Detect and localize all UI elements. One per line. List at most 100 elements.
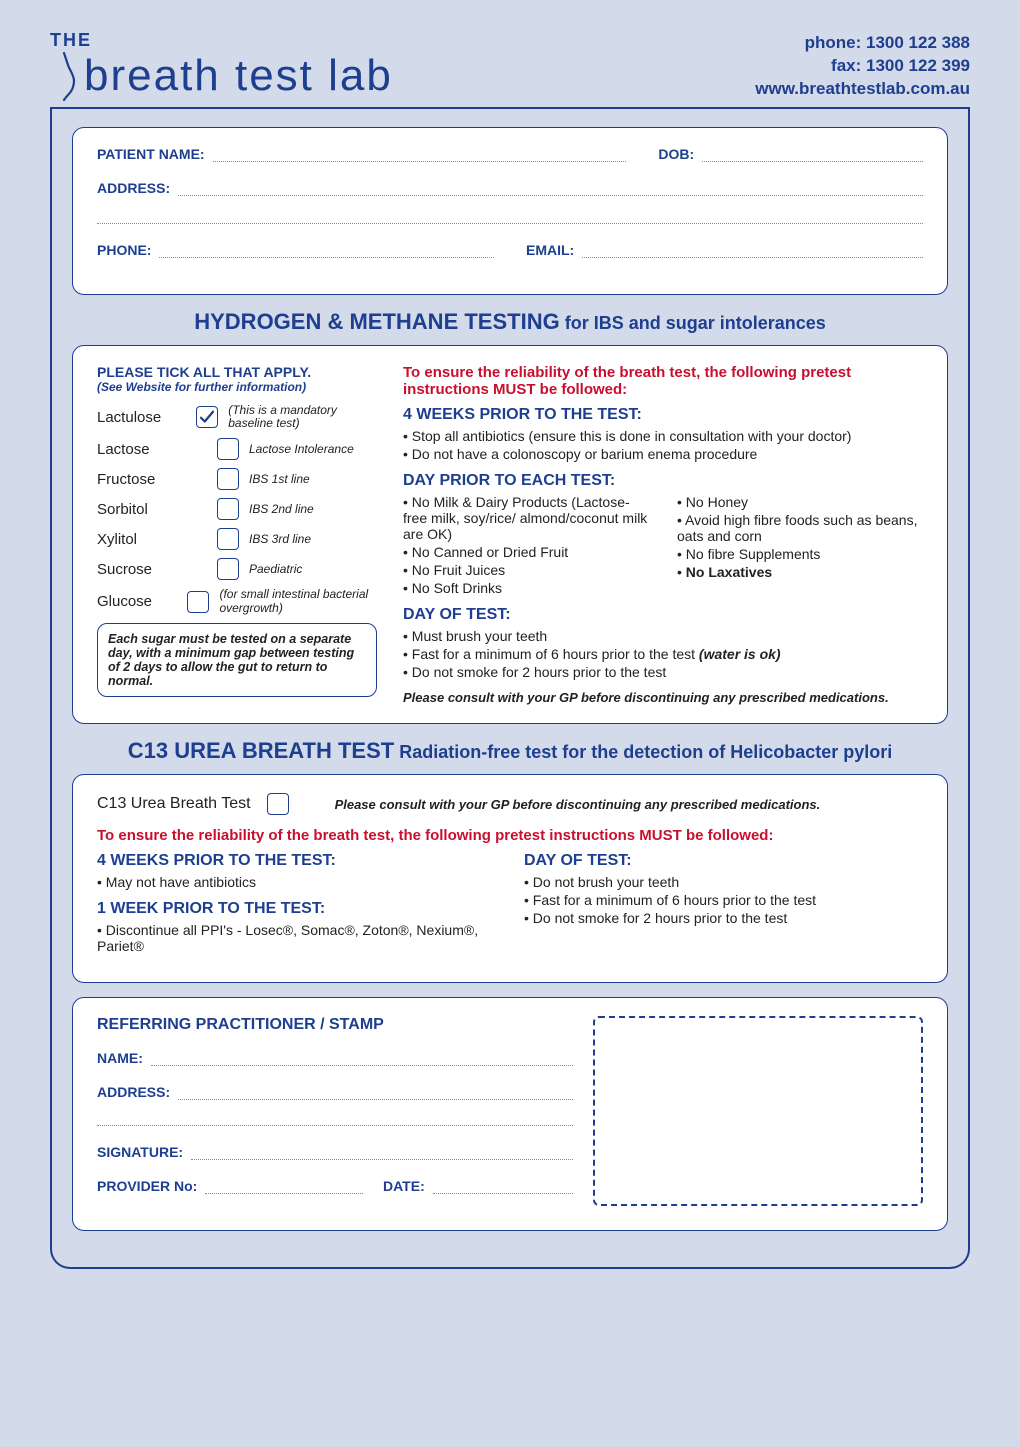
patient-address-input-2[interactable] — [97, 210, 923, 224]
referrer-date-input[interactable] — [433, 1180, 573, 1194]
stamp-box[interactable] — [593, 1016, 923, 1206]
hmt-title: HYDROGEN & METHANE TESTING for IBS and s… — [72, 309, 948, 335]
hmt-dayof-list: Must brush your teeth Fast for a minimum… — [403, 628, 923, 680]
referrer-provider-input[interactable] — [205, 1180, 363, 1194]
patient-panel: PATIENT NAME: DOB: ADDRESS: PHONE: EMAIL… — [72, 127, 948, 295]
test-row-sucrose: Sucrose Paediatric — [97, 558, 377, 580]
test-name: Lactulose — [97, 409, 186, 426]
patient-phone-input[interactable] — [159, 244, 494, 258]
referrer-name-label: NAME: — [97, 1050, 143, 1066]
c13-check-label: C13 Urea Breath Test — [97, 795, 251, 813]
test-note: (This is a mandatory baseline test) — [228, 404, 377, 430]
test-name: Glucose — [97, 593, 177, 610]
test-checkbox-lactose[interactable] — [217, 438, 239, 460]
hmt-dayof-2: Fast for a minimum of 6 hours prior to t… — [403, 646, 923, 662]
test-note: IBS 3rd line — [249, 533, 311, 546]
c13-title: C13 UREA BREATH TEST Radiation-free test… — [72, 738, 948, 764]
patient-phone-label: PHONE: — [97, 242, 151, 258]
hmt-left-column: PLEASE TICK ALL THAT APPLY. (See Website… — [97, 364, 377, 705]
test-note: (for small intestinal bacterial overgrow… — [219, 588, 377, 614]
c13-1week-h: 1 WEEK PRIOR TO THE TEST: — [97, 900, 496, 918]
patient-address-label: ADDRESS: — [97, 180, 170, 196]
referrer-address-input[interactable] — [178, 1086, 573, 1100]
c13-1week-list: Discontinue all PPI's - Losec®, Somac®, … — [97, 922, 496, 954]
test-name: Lactose — [97, 441, 207, 458]
test-checkbox-xylitol[interactable] — [217, 528, 239, 550]
hmt-title-sub: for IBS and sugar intolerances — [560, 313, 826, 333]
patient-dob-input[interactable] — [702, 148, 923, 162]
test-note: IBS 2nd line — [249, 503, 314, 516]
test-row-xylitol: Xylitol IBS 3rd line — [97, 528, 377, 550]
test-row-lactose: Lactose Lactose Intolerance — [97, 438, 377, 460]
patient-email-input[interactable] — [582, 244, 923, 258]
logo-text: THE breath test lab — [50, 30, 393, 101]
referrer-date-label: DATE: — [383, 1178, 425, 1194]
hmt-dayof-3: Do not smoke for 2 hours prior to the te… — [403, 664, 923, 680]
hmt-dayprior-h: DAY PRIOR TO EACH TEST: — [403, 472, 923, 490]
patient-dob-label: DOB: — [658, 146, 694, 162]
c13-title-sub: Radiation-free test for the detection of… — [394, 742, 892, 762]
page-header: THE breath test lab phone: 1300 122 388 … — [50, 30, 970, 101]
hmt-dayof-h: DAY OF TEST: — [403, 606, 923, 624]
c13-pretest-intro: To ensure the reliability of the breath … — [97, 827, 923, 844]
referrer-name-input[interactable] — [151, 1052, 573, 1066]
c13-4weeks-list: May not have antibiotics — [97, 874, 496, 890]
test-note: Lactose Intolerance — [249, 443, 354, 456]
referrer-title: REFERRING PRACTITIONER / STAMP — [97, 1016, 573, 1034]
test-name: Sucrose — [97, 561, 207, 578]
test-note: IBS 1st line — [249, 473, 310, 486]
hmt-dayof-1: Must brush your teeth — [403, 628, 923, 644]
test-row-glucose: Glucose (for small intestinal bacterial o… — [97, 588, 377, 614]
hmt-4weeks-h: 4 WEEKS PRIOR TO THE TEST: — [403, 406, 923, 424]
contact-web: www.breathtestlab.com.au — [755, 78, 970, 101]
c13-dayof-list: Do not brush your teethFast for a minimu… — [524, 874, 923, 926]
contact-block: phone: 1300 122 388 fax: 1300 122 399 ww… — [755, 32, 970, 101]
c13-panel: C13 Urea Breath Test Please consult with… — [72, 774, 948, 983]
test-checkbox-sucrose[interactable] — [217, 558, 239, 580]
contact-phone: phone: 1300 122 388 — [755, 32, 970, 55]
c13-title-main: C13 UREA BREATH TEST — [128, 738, 394, 763]
test-row-fructose: Fructose IBS 1st line — [97, 468, 377, 490]
referrer-signature-label: SIGNATURE: — [97, 1144, 183, 1160]
test-checkbox-lactulose[interactable] — [196, 406, 218, 428]
patient-name-input[interactable] — [213, 148, 627, 162]
c13-consult: Please consult with your GP before disco… — [335, 797, 821, 812]
referrer-signature-input[interactable] — [191, 1146, 573, 1160]
tick-title: PLEASE TICK ALL THAT APPLY. — [97, 364, 377, 380]
hmt-4weeks-list: Stop all antibiotics (ensure this is don… — [403, 428, 923, 462]
test-name: Fructose — [97, 471, 207, 488]
hmt-title-main: HYDROGEN & METHANE TESTING — [194, 309, 559, 334]
test-name: Xylitol — [97, 531, 207, 548]
c13-checkbox[interactable] — [267, 793, 289, 815]
test-checkbox-fructose[interactable] — [217, 468, 239, 490]
test-note: Paediatric — [249, 563, 302, 576]
contact-fax: fax: 1300 122 399 — [755, 55, 970, 78]
logo-block: THE breath test lab — [50, 30, 393, 101]
tick-sub: (See Website for further information) — [97, 380, 377, 394]
patient-address-input[interactable] — [178, 182, 923, 196]
c13-4weeks-h: 4 WEEKS PRIOR TO THE TEST: — [97, 852, 496, 870]
test-checkbox-sorbitol[interactable] — [217, 498, 239, 520]
c13-dayof-h: DAY OF TEST: — [524, 852, 923, 870]
patient-name-label: PATIENT NAME: — [97, 146, 205, 162]
hmt-dayprior-left: No Milk & Dairy Products (Lactose-free m… — [403, 494, 649, 596]
hmt-dayprior-right: No HoneyAvoid high fibre foods such as b… — [677, 494, 923, 580]
hmt-consult: Please consult with your GP before disco… — [403, 690, 923, 705]
referrer-panel: REFERRING PRACTITIONER / STAMP NAME: ADD… — [72, 997, 948, 1231]
test-row-lactulose: Lactulose (This is a mandatory baseline t… — [97, 404, 377, 430]
logo-the: THE — [50, 30, 393, 51]
main-frame: PATIENT NAME: DOB: ADDRESS: PHONE: EMAIL… — [50, 109, 970, 1269]
logo-name: breath test lab — [84, 51, 393, 101]
hmt-pretest-intro: To ensure the reliability of the breath … — [403, 364, 923, 398]
face-profile-icon — [50, 51, 78, 101]
hmt-right-column: To ensure the reliability of the breath … — [403, 364, 923, 705]
patient-email-label: EMAIL: — [526, 242, 574, 258]
hmt-note-box: Each sugar must be tested on a separate … — [97, 623, 377, 697]
referrer-address-input-2[interactable] — [97, 1112, 573, 1126]
referrer-address-label: ADDRESS: — [97, 1084, 170, 1100]
test-name: Sorbitol — [97, 501, 207, 518]
hmt-panel: PLEASE TICK ALL THAT APPLY. (See Website… — [72, 345, 948, 724]
referrer-provider-label: PROVIDER No: — [97, 1178, 197, 1194]
test-row-sorbitol: Sorbitol IBS 2nd line — [97, 498, 377, 520]
test-checkbox-glucose[interactable] — [187, 591, 209, 613]
